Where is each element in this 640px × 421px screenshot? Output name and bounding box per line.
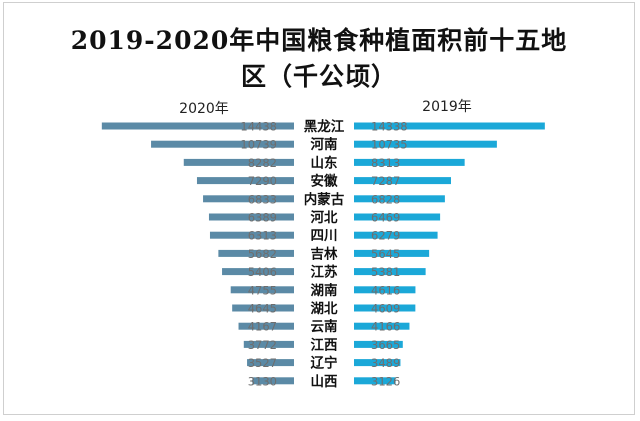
- category-label-14: 山西: [311, 374, 338, 390]
- chart-title-line-1: 2019-2020年中国粮食种植面积前十五地: [70, 26, 568, 55]
- value-label-2019-5: 6469: [371, 211, 400, 225]
- value-label-2019-6: 6279: [371, 229, 400, 243]
- value-label-2020-5: 6389: [248, 211, 277, 225]
- value-label-2020-13: 3527: [248, 356, 277, 370]
- bar-2019-11: [354, 322, 410, 330]
- value-label-2019-12: 3665: [371, 338, 400, 352]
- value-label-2020-0: 14438: [240, 120, 277, 134]
- bar-2019-6: [354, 231, 438, 239]
- legend-2020: 2020年: [179, 101, 229, 117]
- value-label-2020-14: 3130: [248, 374, 277, 388]
- bar-2019-12: [354, 340, 403, 348]
- chart-frame: 2019-2020年中国粮食种植面积前十五地 区（千公顷） 2020年 2019年…: [3, 2, 635, 415]
- value-label-2020-10: 4645: [248, 302, 277, 316]
- bar-2019-2: [354, 158, 465, 166]
- category-label-5: 河北: [311, 209, 338, 226]
- value-label-2019-13: 3489: [371, 356, 400, 370]
- value-label-2019-4: 6828: [371, 192, 400, 206]
- category-label-1: 河南: [311, 136, 338, 153]
- bar-2019-7: [354, 249, 430, 257]
- bar-2019-13: [354, 359, 401, 367]
- value-label-2020-3: 7290: [248, 174, 277, 188]
- bar-2020-0: [101, 122, 294, 130]
- bar-2020-13: [247, 359, 294, 367]
- legend-2019: 2019年: [422, 99, 472, 115]
- bar-2020-12: [243, 340, 294, 348]
- value-label-2019-9: 4616: [371, 283, 400, 297]
- value-label-2020-6: 6313: [248, 229, 277, 243]
- bar-2020-14: [252, 377, 294, 385]
- value-label-2019-8: 5381: [371, 265, 400, 279]
- bar-2019-3: [354, 177, 451, 185]
- category-label-9: 湖南: [311, 282, 338, 299]
- chart-title-line-2: 区（千公顷）: [240, 62, 397, 91]
- value-label-2020-2: 8282: [248, 156, 277, 170]
- bar-2020-1: [151, 140, 294, 148]
- bar-2020-10: [232, 304, 294, 312]
- butterfly-bar-chart: 2020年 2019年 14438 14338 黑龙江 10739 10735 河南 8282 8…: [101, 99, 545, 390]
- value-label-2020-1: 10739: [240, 138, 277, 152]
- bar-2020-4: [203, 195, 294, 203]
- bar-2020-2: [183, 158, 294, 166]
- value-label-2020-12: 3772: [248, 338, 277, 352]
- bar-2020-7: [218, 249, 294, 257]
- bar-2019-10: [354, 304, 416, 312]
- bar-2019-4: [354, 195, 445, 203]
- value-label-2019-1: 10735: [371, 138, 408, 152]
- bar-2020-5: [208, 213, 294, 221]
- value-label-2019-2: 8313: [371, 156, 400, 170]
- bar-2020-9: [230, 286, 294, 294]
- category-label-12: 江西: [311, 336, 338, 353]
- value-label-2020-9: 4755: [248, 283, 277, 297]
- category-label-13: 辽宁: [311, 355, 338, 372]
- bar-2019-14: [354, 377, 396, 385]
- category-label-11: 云南: [311, 318, 338, 335]
- category-label-7: 吉林: [311, 245, 338, 262]
- category-label-2: 山东: [311, 154, 338, 171]
- value-label-2019-10: 4609: [371, 302, 400, 316]
- bar-2019-1: [354, 140, 497, 148]
- bar-2019-9: [354, 286, 416, 294]
- value-label-2019-7: 5645: [371, 247, 400, 261]
- value-label-2019-3: 7287: [371, 174, 400, 188]
- value-label-2020-4: 6833: [248, 192, 277, 206]
- category-label-3: 安徽: [311, 173, 338, 190]
- category-label-8: 江苏: [311, 264, 338, 281]
- value-label-2019-0: 14338: [371, 120, 408, 134]
- category-label-4: 内蒙古: [304, 191, 345, 208]
- bar-2020-6: [209, 231, 294, 239]
- value-label-2020-7: 5682: [248, 247, 277, 261]
- bar-2019-8: [354, 268, 426, 276]
- value-label-2019-14: 3126: [371, 374, 400, 388]
- category-label-10: 湖北: [311, 301, 338, 317]
- bar-2020-11: [238, 322, 294, 330]
- bar-2020-3: [196, 177, 294, 185]
- category-label-6: 四川: [311, 228, 338, 244]
- value-label-2019-11: 4166: [371, 320, 400, 334]
- bar-2019-5: [354, 213, 441, 221]
- bar-2020-8: [222, 268, 294, 276]
- category-label-0: 黑龙江: [304, 118, 345, 135]
- bar-2019-0: [354, 122, 545, 130]
- value-label-2020-11: 4167: [248, 320, 277, 334]
- value-label-2020-8: 5406: [248, 265, 277, 279]
